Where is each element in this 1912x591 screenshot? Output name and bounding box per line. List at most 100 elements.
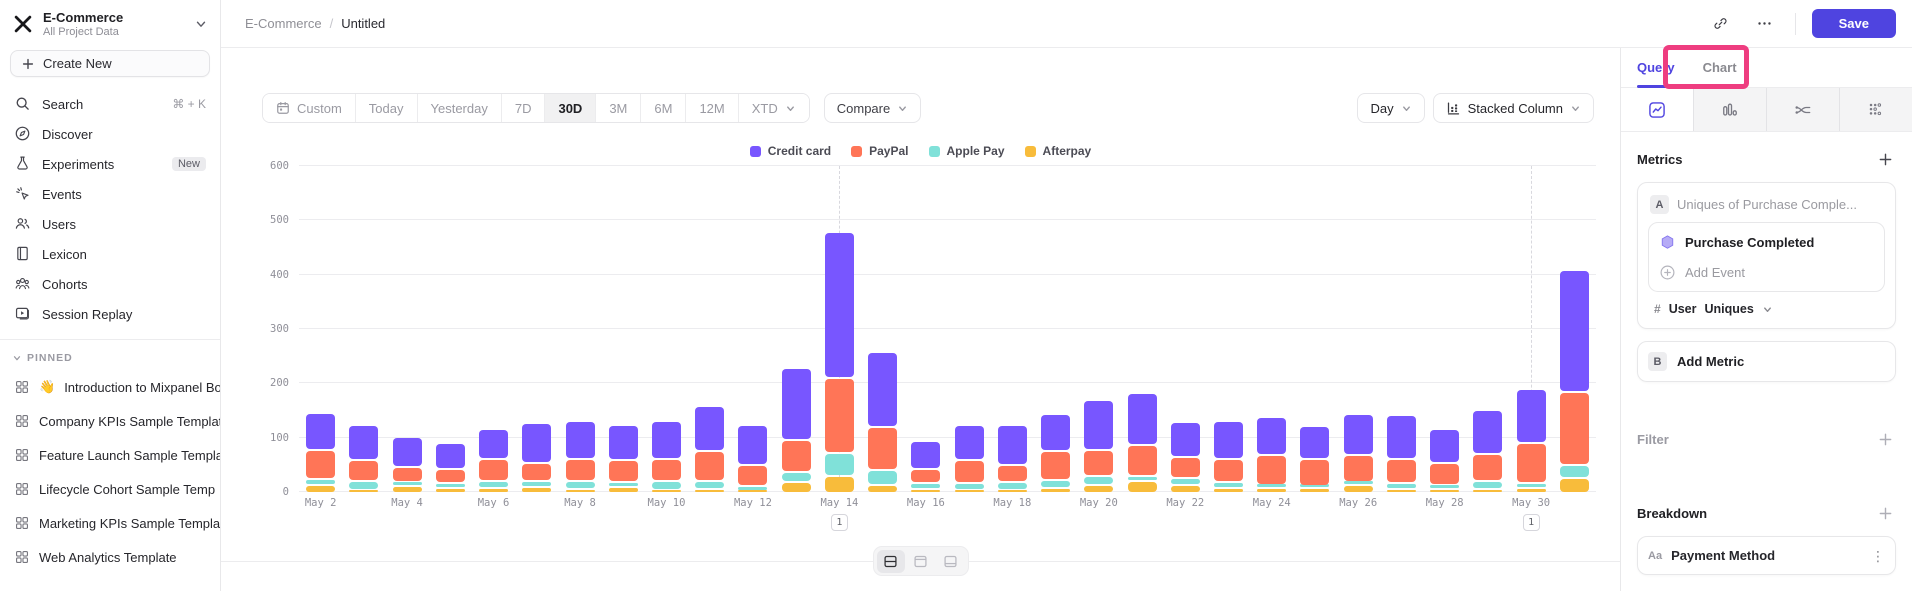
bar-segment-paypal[interactable]	[1127, 446, 1157, 475]
bar-segment-credit-card[interactable]	[1386, 416, 1416, 459]
bar-segment-paypal[interactable]	[954, 461, 984, 483]
pinned-board-item[interactable]: Lifecycle Cohort Sample Temp	[0, 472, 220, 506]
bar-segment-afterpay[interactable]	[954, 489, 984, 492]
bar-segment-afterpay[interactable]	[997, 489, 1027, 492]
bar-segment-credit-card[interactable]	[824, 233, 854, 377]
bar-segment-paypal[interactable]	[1257, 455, 1287, 484]
bar-segment-afterpay[interactable]	[522, 488, 552, 492]
bar-segment-paypal[interactable]	[1473, 454, 1503, 481]
bar-segment-afterpay[interactable]	[306, 485, 336, 492]
bar-segment-apple-pay[interactable]	[997, 483, 1027, 490]
bar-segment-apple-pay[interactable]	[306, 480, 336, 484]
bar-segment-afterpay[interactable]	[695, 489, 725, 492]
bar-segment-paypal[interactable]	[565, 460, 595, 481]
bar-segment-credit-card[interactable]	[1257, 417, 1287, 454]
pinned-board-item[interactable]: 👋 Introduction to Mixpanel Bo	[0, 370, 220, 404]
bar-segment-credit-card[interactable]	[954, 426, 984, 460]
bar-segment-afterpay[interactable]	[349, 489, 379, 492]
legend-item-apple-pay[interactable]: Apple Pay	[928, 144, 1005, 158]
date-range-12m[interactable]: 12M	[685, 94, 738, 122]
pinned-section-header[interactable]: PINNED	[0, 348, 220, 370]
bar-segment-afterpay[interactable]	[738, 489, 768, 492]
bar-segment-paypal[interactable]	[1300, 459, 1330, 485]
bar-segment-afterpay[interactable]	[565, 489, 595, 492]
bar-segment-credit-card[interactable]	[1300, 427, 1330, 458]
add-metric-plus-button[interactable]	[1874, 148, 1896, 170]
bar-segment-apple-pay[interactable]	[1127, 476, 1157, 481]
bar-segment-credit-card[interactable]	[695, 407, 725, 450]
breadcrumb-page-title[interactable]: Untitled	[341, 16, 386, 31]
sidebar-item-experiments[interactable]: Experiments New	[0, 149, 220, 179]
bar-segment-apple-pay[interactable]	[1430, 485, 1460, 488]
bar-segment-apple-pay[interactable]	[781, 473, 811, 482]
bar-segment-apple-pay[interactable]	[1170, 478, 1200, 484]
bar-segment-credit-card[interactable]	[1127, 394, 1157, 445]
pinned-board-item[interactable]: Feature Launch Sample Templa	[0, 438, 220, 472]
bar-segment-credit-card[interactable]	[738, 426, 768, 464]
bar-segment-afterpay[interactable]	[1127, 482, 1157, 492]
legend-item-afterpay[interactable]: Afterpay	[1024, 144, 1091, 158]
share-link-button[interactable]	[1707, 10, 1735, 38]
bar-segment-credit-card[interactable]	[608, 426, 638, 460]
granularity-dropdown[interactable]: Day	[1357, 93, 1425, 123]
tab-chart[interactable]: Chart	[1702, 60, 1737, 75]
date-range-7d[interactable]: 7D	[500, 94, 545, 122]
bar-segment-apple-pay[interactable]	[1041, 480, 1071, 487]
legend-item-credit-card[interactable]: Credit card	[749, 144, 831, 158]
tab-query[interactable]: Query	[1637, 48, 1675, 88]
sidebar-item-search[interactable]: Search ⌘ + K	[0, 89, 220, 119]
bar-segment-paypal[interactable]	[306, 450, 336, 479]
bar-segment-paypal[interactable]	[868, 427, 898, 470]
sidebar-item-users[interactable]: Users	[0, 209, 220, 239]
bar-segment-afterpay[interactable]	[824, 476, 854, 492]
bar-segment-paypal[interactable]	[781, 440, 811, 472]
bar-segment-paypal[interactable]	[738, 465, 768, 486]
bar-segment-afterpay[interactable]	[1559, 478, 1589, 492]
bar-segment-apple-pay[interactable]	[479, 482, 509, 487]
bar-segment-paypal[interactable]	[911, 469, 941, 482]
bar-segment-afterpay[interactable]	[608, 488, 638, 492]
project-switcher[interactable]: E-Commerce All Project Data	[0, 0, 220, 46]
bar-segment-afterpay[interactable]	[479, 488, 509, 492]
bar-segment-afterpay[interactable]	[1041, 488, 1071, 492]
annotation-badge[interactable]: 1	[1522, 514, 1540, 531]
sidebar-item-events[interactable]: Events	[0, 179, 220, 209]
date-range-custom[interactable]: Custom	[263, 94, 355, 122]
bar-segment-credit-card[interactable]	[479, 429, 509, 459]
bar-segment-afterpay[interactable]	[651, 489, 681, 492]
bar-segment-apple-pay[interactable]	[565, 482, 595, 488]
bar-segment-afterpay[interactable]	[1170, 485, 1200, 492]
layout-split-view-button[interactable]	[876, 550, 905, 573]
bar-segment-apple-pay[interactable]	[1473, 482, 1503, 488]
bar-segment-paypal[interactable]	[824, 378, 854, 452]
sidebar-item-discover[interactable]: Discover	[0, 119, 220, 149]
bar-segment-apple-pay[interactable]	[824, 453, 854, 475]
pinned-board-item[interactable]: Company KPIs Sample Templat	[0, 404, 220, 438]
bar-segment-apple-pay[interactable]	[1343, 481, 1373, 484]
bar-segment-credit-card[interactable]	[522, 424, 552, 463]
bar-segment-apple-pay[interactable]	[1257, 484, 1287, 487]
sidebar-item-cohorts[interactable]: Cohorts	[0, 269, 220, 299]
bar-segment-apple-pay[interactable]	[954, 484, 984, 490]
bar-segment-apple-pay[interactable]	[651, 482, 681, 489]
bar-segment-paypal[interactable]	[1559, 392, 1589, 465]
bar-segment-afterpay[interactable]	[868, 486, 898, 492]
bar-segment-credit-card[interactable]	[1473, 410, 1503, 453]
event-row[interactable]: Purchase Completed	[1655, 227, 1878, 257]
bar-segment-credit-card[interactable]	[306, 413, 336, 449]
bar-segment-afterpay[interactable]	[911, 489, 941, 492]
bar-segment-paypal[interactable]	[1430, 464, 1460, 484]
bar-segment-credit-card[interactable]	[651, 421, 681, 459]
bar-segment-apple-pay[interactable]	[522, 482, 552, 487]
bar-segment-credit-card[interactable]	[1343, 415, 1373, 454]
bar-segment-paypal[interactable]	[1170, 458, 1200, 477]
bar-segment-paypal[interactable]	[1516, 444, 1546, 483]
date-range-3m[interactable]: 3M	[595, 94, 641, 122]
bar-segment-afterpay[interactable]	[781, 483, 811, 492]
bar-segment-afterpay[interactable]	[1386, 489, 1416, 492]
add-breakdown-plus-button[interactable]	[1874, 502, 1896, 524]
bar-segment-paypal[interactable]	[997, 466, 1027, 482]
bar-segment-paypal[interactable]	[608, 461, 638, 481]
bar-segment-apple-pay[interactable]	[1516, 484, 1546, 487]
bar-segment-credit-card[interactable]	[1170, 423, 1200, 457]
